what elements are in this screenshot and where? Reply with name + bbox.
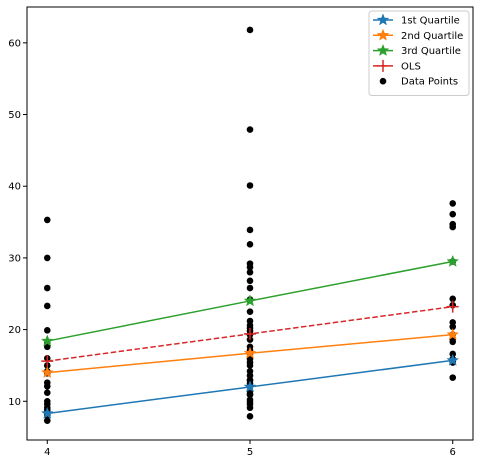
data-point [246,277,254,285]
data-point [43,327,51,334]
x-tick-label: 6 [450,447,456,458]
legend-entry-2nd-quartile: 2nd Quartile [373,28,463,42]
legend-marker [379,77,387,85]
data-point [43,382,51,390]
data-point [43,254,51,262]
series-ols [41,300,459,368]
data-point [449,210,457,218]
data-point [246,226,254,234]
series-marker [243,294,257,307]
data-point [246,404,254,412]
x-tick-label: 5 [247,447,253,458]
legend-entry-ols: OLS [373,59,421,72]
series-marker [41,355,54,368]
legend-entry-1st-quartile: 1st Quartile [373,13,460,27]
series-marker [446,300,459,313]
legend-marker [377,59,389,72]
data-point [246,240,254,248]
x-tick-label: 4 [44,447,50,458]
series-marker [40,365,54,379]
y-tick-label: 30 [8,253,21,264]
data-point [246,284,254,292]
data-point [449,223,457,231]
legend-entry-3rd-quartile: 3rd Quartile [373,43,461,57]
data-point [43,284,51,292]
series-marker [446,327,460,341]
series-marker [243,346,257,359]
legend-label: 2nd Quartile [401,31,463,42]
series-marker [40,334,54,347]
data-point [246,359,254,366]
legend-box [368,10,470,96]
legend-marker [376,13,390,26]
data-point [449,200,457,207]
data-point [246,263,254,271]
data-point [246,26,254,34]
data-point [246,321,254,329]
data-point [246,376,254,384]
legend-label: 3rd Quartile [401,46,461,57]
legend: 1st Quartile 2nd Quartile 3rd Quartile OLS D… [368,10,470,96]
data-point [449,338,457,346]
legend-entry-data-points: Data Points [379,77,458,88]
data-point [246,413,254,420]
y-tick-label: 40 [8,182,21,193]
data-point [43,216,51,224]
y-tick-label: 10 [8,397,21,408]
series-marker [446,353,460,366]
data-point [246,398,254,406]
data-point [43,343,51,351]
data-point [43,400,51,408]
data-point [246,390,254,398]
y-tick-label: 50 [8,110,21,121]
legend-label: OLS [401,61,421,72]
legend-label: 1st Quartile [401,16,460,27]
y-tick-label: 20 [8,325,21,336]
series-lines [40,254,460,419]
legend-marker [376,43,390,57]
y-tick-label: 60 [8,38,21,49]
legend-marker [376,28,390,41]
series-3rd-quartile [40,254,460,347]
legend-label: Data Points [401,77,458,88]
data-point [449,374,457,381]
data-point [246,308,254,315]
data-point [246,268,254,276]
data-point [246,126,254,133]
data-point [43,417,51,424]
data-point [43,302,51,310]
data-point [43,389,51,396]
series-1st-quartile [40,353,460,419]
data-point [449,295,457,303]
series-marker [446,254,460,267]
series-marker [243,380,257,393]
series-2nd-quartile [40,327,460,379]
axis-ticks: 4 5 6 10 20 30 40 50 60 [8,38,456,458]
series-marker [40,406,54,419]
data-point [246,182,254,189]
series-marker [244,327,256,340]
data-point [449,323,457,331]
